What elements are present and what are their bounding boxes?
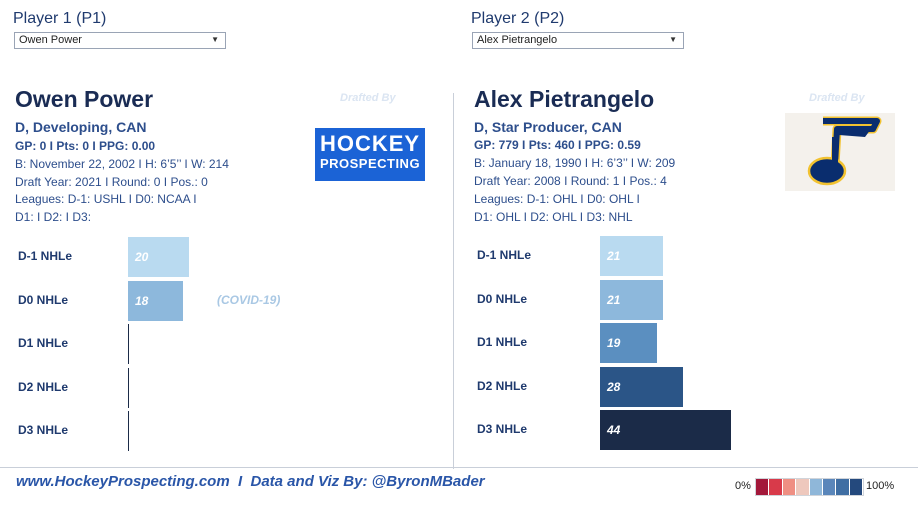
nhle-bar-value: 18 (135, 293, 149, 308)
nhle-row-label: D2 NHLe (18, 379, 69, 394)
player1-leagues-line2: D1: I D2: I D3: (15, 210, 92, 224)
legend-swatch (809, 479, 823, 495)
player1-stats: GP: 0 I Pts: 0 I PPG: 0.00 (15, 139, 156, 153)
player2-position: D, Star Producer, CAN (474, 119, 622, 135)
player1-name: Owen Power (15, 86, 154, 112)
footer-credits: www.HockeyProspecting.com I Data and Viz… (16, 473, 485, 490)
nhle-bar[interactable]: 18 (128, 280, 183, 321)
player1-dropdown-value: Owen Power (19, 34, 82, 46)
player1-selector-label: Player 1 (P1) (13, 10, 107, 27)
player2-dropdown[interactable]: Alex Pietrangelo ▼ (472, 32, 684, 49)
nhle-bar-value: 28 (607, 379, 621, 394)
footer-divider (0, 467, 918, 468)
nhle-bar[interactable]: 28 (600, 366, 684, 407)
nhle-bar-value: 44 (607, 423, 621, 437)
legend-swatch (769, 479, 783, 495)
legend-swatch (796, 479, 810, 495)
player1-drafted-by-label: Drafted By (340, 92, 396, 104)
player1-dropdown[interactable]: Owen Power ▼ (14, 32, 226, 49)
st-louis-blues-note-icon (785, 113, 895, 191)
player2-drafted-by-label: Drafted By (809, 92, 865, 104)
player2-bio: B: January 18, 1990 I H: 6’3’’ I W: 209 (474, 156, 676, 170)
nhle-bar[interactable]: 21 (600, 279, 663, 320)
nhle-bar-value: 21 (607, 292, 621, 307)
nhle-row-label: D0 NHLe (477, 291, 528, 306)
legend-swatch (822, 479, 837, 495)
player2-draft: Draft Year: 2008 I Round: 1 I Pos.: 4 (474, 174, 667, 188)
nhle-row-label: D0 NHLe (18, 292, 69, 307)
nhle-bar[interactable]: 20 (128, 237, 189, 277)
nhle-row-label: D1 NHLe (18, 336, 69, 350)
logo-line-2: PROSPECTING (319, 156, 421, 171)
nhle-row-label: D-1 NHLe (477, 248, 532, 262)
legend-swatch (756, 479, 770, 495)
nhle-bar[interactable]: 44 (600, 410, 732, 450)
player1-position: D, Developing, CAN (15, 119, 147, 135)
color-legend (755, 478, 864, 496)
nhle-bar[interactable] (128, 411, 129, 451)
nhle-bar[interactable]: 19 (600, 323, 657, 363)
legend-swatch (782, 479, 797, 495)
nhle-bar[interactable] (128, 324, 129, 364)
chevron-down-icon: ▼ (211, 35, 219, 44)
legend-swatch (849, 479, 863, 495)
legend-min-label: 0% (735, 480, 751, 492)
legend-swatch (836, 479, 850, 495)
hockey-prospecting-logo: HOCKEY PROSPECTING (315, 128, 425, 181)
logo-line-1: HOCKEY (319, 131, 421, 156)
panel-divider (453, 93, 454, 469)
player2-dropdown-value: Alex Pietrangelo (477, 34, 558, 46)
player2-leagues-line2: D1: OHL I D2: OHL I D3: NHL (474, 210, 633, 224)
nhle-row-label: D3 NHLe (18, 423, 69, 437)
nhle-bar-value: 19 (607, 336, 621, 350)
nhle-row-label: D3 NHLe (477, 422, 528, 436)
nhle-row-label: D2 NHLe (477, 378, 528, 393)
nhle-row-label: D-1 NHLe (18, 249, 73, 263)
nhle-bar[interactable] (128, 367, 129, 408)
player2-stats: GP: 779 I Pts: 460 I PPG: 0.59 (474, 138, 641, 152)
player1-draft: Draft Year: 2021 I Round: 0 I Pos.: 0 (15, 175, 208, 189)
legend-max-label: 100% (866, 480, 895, 492)
nhle-bar-value: 21 (607, 249, 621, 263)
player2-leagues-line1: Leagues: D-1: OHL I D0: OHL I (474, 192, 640, 206)
player2-selector-label: Player 2 (P2) (471, 10, 565, 27)
covid-note: (COVID-19) (217, 293, 281, 307)
nhle-bar-value: 20 (135, 250, 149, 264)
nhle-row-label: D1 NHLe (477, 335, 528, 349)
player1-leagues-line1: Leagues: D-1: USHL I D0: NCAA I (15, 192, 197, 206)
chevron-down-icon: ▼ (669, 35, 677, 44)
player2-name: Alex Pietrangelo (474, 86, 655, 112)
nhle-bar[interactable]: 21 (600, 236, 663, 276)
player1-bio: B: November 22, 2002 I H: 6’5’’ I W: 214 (15, 157, 229, 171)
